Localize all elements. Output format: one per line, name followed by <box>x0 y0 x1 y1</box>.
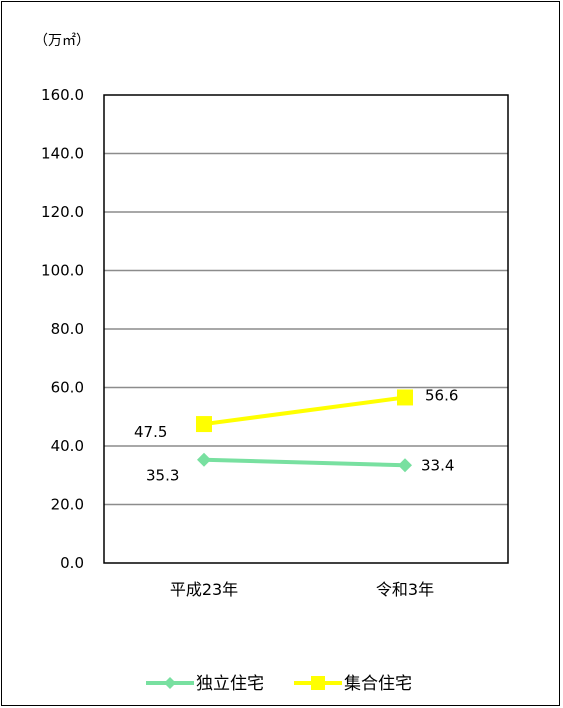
legend: 独立住宅 集合住宅 <box>146 674 412 694</box>
y-tick-label: 0.0 <box>60 554 84 572</box>
series-marker-square <box>196 416 212 433</box>
gridlines <box>104 152 508 506</box>
data-labels: 35.3 33.4 47.5 56.6 <box>134 386 458 484</box>
data-label: 47.5 <box>134 423 167 441</box>
unit-label: （万㎡） <box>34 33 90 49</box>
series-group <box>196 389 413 473</box>
y-tick-label: 120.0 <box>41 203 84 221</box>
legend-marker-square <box>311 676 325 690</box>
legend-label: 独立住宅 <box>196 674 264 694</box>
series-marker-square <box>397 389 413 406</box>
x-category-label: 令和3年 <box>376 580 434 599</box>
data-label: 56.6 <box>425 386 458 404</box>
plot-area-border <box>103 94 509 564</box>
series-marker-diamond <box>398 458 412 473</box>
series-marker-diamond <box>197 452 211 467</box>
y-tick-label: 60.0 <box>51 379 84 397</box>
y-tick-label: 80.0 <box>51 320 84 338</box>
data-label: 35.3 <box>146 467 179 485</box>
y-tick-label: 140.0 <box>41 145 84 163</box>
data-label: 33.4 <box>421 456 454 474</box>
y-axis-ticks: 0.0 20.0 40.0 60.0 80.0 100.0 120.0 140.0 160.0 <box>41 86 84 572</box>
series-line <box>203 395 406 427</box>
y-tick-label: 40.0 <box>51 437 84 455</box>
legend-marker-diamond <box>164 677 176 689</box>
x-category-label: 平成23年 <box>170 580 238 599</box>
legend-label: 集合住宅 <box>344 674 412 694</box>
series-line <box>203 457 406 468</box>
x-axis-categories: 平成23年 令和3年 <box>170 580 434 599</box>
y-tick-label: 160.0 <box>41 86 84 104</box>
y-tick-label: 20.0 <box>51 496 84 514</box>
y-tick-label: 100.0 <box>41 262 84 280</box>
